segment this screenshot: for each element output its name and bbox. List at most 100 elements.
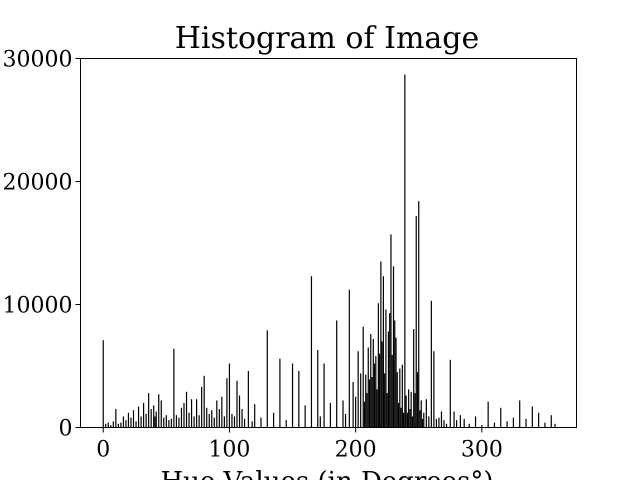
histogram-bar xyxy=(112,421,114,428)
histogram-bar xyxy=(178,417,180,428)
histogram-bar xyxy=(317,350,319,428)
histogram-bar xyxy=(397,402,400,428)
histogram-bar xyxy=(519,400,521,428)
histogram-bar xyxy=(362,326,364,428)
plot-frame xyxy=(80,58,577,428)
histogram-bar xyxy=(385,309,387,428)
histogram-bar xyxy=(279,358,281,428)
histogram-bar xyxy=(459,415,461,428)
histogram-bar xyxy=(216,400,218,428)
histogram-bar xyxy=(247,370,249,428)
histogram-bar xyxy=(360,373,362,428)
histogram-bar xyxy=(127,412,130,428)
histogram-bar xyxy=(251,421,253,428)
histogram-bar xyxy=(525,418,527,428)
histogram-bar xyxy=(266,330,268,428)
bar-series xyxy=(102,74,556,428)
histogram-bar xyxy=(380,261,382,428)
histogram-bar xyxy=(392,266,395,428)
histogram-bar xyxy=(201,386,203,428)
histogram-bar xyxy=(376,389,378,428)
histogram-bar xyxy=(372,338,374,428)
y-tick-label: 30000 xyxy=(3,48,73,73)
histogram-bar xyxy=(241,409,243,428)
histogram-bar xyxy=(481,425,483,428)
histogram-bar xyxy=(487,401,489,428)
histogram-bar xyxy=(117,423,119,428)
histogram-bar xyxy=(221,396,223,428)
histogram-bar xyxy=(399,368,401,428)
histogram-bar xyxy=(396,372,398,428)
histogram-bar xyxy=(175,415,178,428)
histogram-bar xyxy=(158,394,160,428)
histogram-bar xyxy=(196,399,198,428)
histogram-bar xyxy=(173,348,175,428)
histogram-bar xyxy=(115,409,117,428)
histogram-bar xyxy=(188,412,190,428)
histogram-bar xyxy=(130,417,132,428)
histogram-bar xyxy=(418,201,420,428)
histogram-bar xyxy=(298,370,300,428)
y-tick-label: 0 xyxy=(59,417,73,442)
histogram-bar xyxy=(203,375,205,428)
x-tick-label: 300 xyxy=(461,438,503,463)
histogram-bar xyxy=(285,420,287,428)
histogram-bar xyxy=(421,418,424,428)
histogram-bar xyxy=(430,300,432,428)
histogram-bar xyxy=(105,423,107,428)
histogram-bar xyxy=(329,402,331,428)
histogram-bar xyxy=(291,363,294,428)
histogram-bar xyxy=(120,422,122,428)
histogram-bar xyxy=(218,409,220,428)
histogram-bar xyxy=(165,415,167,428)
histogram-bar xyxy=(390,234,392,428)
histogram-bar xyxy=(370,334,372,428)
histogram-bar xyxy=(310,276,313,428)
histogram-bar xyxy=(408,389,410,428)
histogram-bar xyxy=(365,374,367,428)
histogram-bar xyxy=(394,320,396,428)
histogram-bar xyxy=(377,303,379,428)
histogram-bar xyxy=(238,395,241,428)
y-tick-label: 20000 xyxy=(3,171,73,196)
histogram-bar xyxy=(107,422,109,428)
histogram-bar xyxy=(368,379,371,428)
histogram-bar xyxy=(125,420,127,428)
histogram-bar xyxy=(386,393,388,428)
histogram-bar xyxy=(419,410,421,428)
histogram-bar xyxy=(395,337,397,428)
histogram-bar xyxy=(236,380,238,428)
histogram-bar xyxy=(400,407,402,428)
histogram-bar xyxy=(366,393,368,428)
histogram-bar xyxy=(379,353,381,428)
histogram-bar xyxy=(445,423,448,428)
histogram-bar xyxy=(410,391,412,428)
histogram-bar xyxy=(425,399,427,428)
histogram-bar xyxy=(223,416,225,428)
histogram-bar xyxy=(415,215,417,428)
histogram-bar xyxy=(206,407,208,428)
histogram-bar xyxy=(500,407,502,428)
histogram-bar xyxy=(401,364,403,428)
histogram-bar xyxy=(140,416,142,428)
histogram-bar xyxy=(148,393,150,428)
histogram-bar xyxy=(260,417,262,428)
histogram-bar xyxy=(183,402,185,428)
histogram-bar xyxy=(474,416,477,428)
histogram-bar xyxy=(168,420,170,428)
histogram-bar xyxy=(375,356,377,428)
y-tick-label: 10000 xyxy=(3,294,73,319)
histogram-bar xyxy=(336,320,338,428)
histogram-bar xyxy=(373,363,376,428)
histogram-bar xyxy=(110,425,112,428)
histogram-bar xyxy=(463,418,465,428)
histogram-bar xyxy=(538,412,540,428)
histogram-bar xyxy=(381,341,383,428)
histogram-bar xyxy=(143,402,145,428)
histogram-bar xyxy=(155,411,157,428)
histogram-bar xyxy=(449,359,451,428)
histogram-bar xyxy=(231,413,233,428)
histogram-bar xyxy=(456,420,458,428)
histogram-bar xyxy=(243,418,246,428)
histogram-bar xyxy=(154,416,156,428)
